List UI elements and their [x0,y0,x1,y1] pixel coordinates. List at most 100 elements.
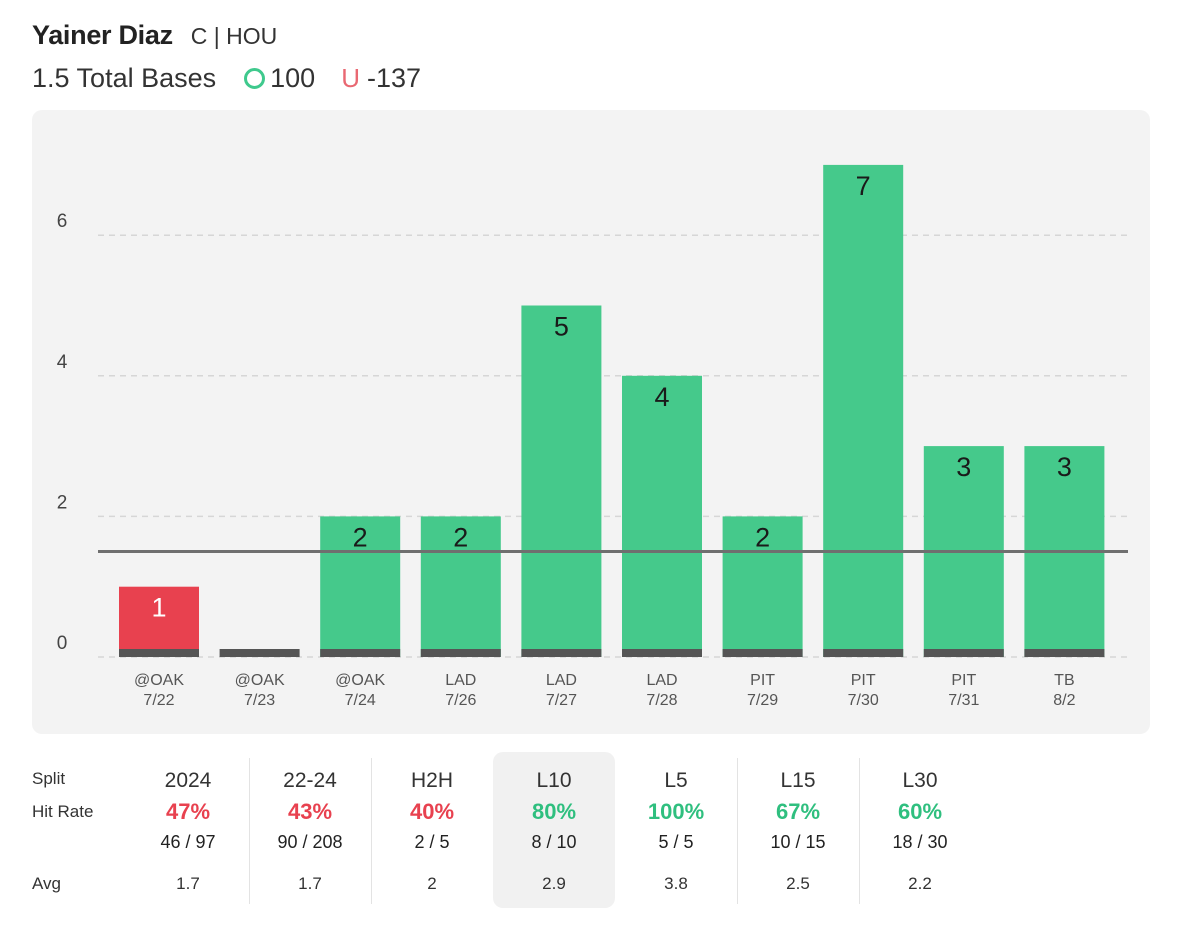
split-column-h2h[interactable]: H2H 40% 2 / 5 2 [371,752,493,908]
x-tick-date-3: 7/26 [445,692,476,709]
bar-7 [823,164,904,657]
split-name: L30 [902,769,938,792]
splits-table: Split Hit Rate Avg 2024 47% 46 / 97 1.7 22-2… [0,752,1184,912]
split-avg-value: 2.2 [908,874,932,893]
game-log-chart: 0 2 4 6 1 @OAK 7/22 @OAK 7/23 2 @OAK 7/24 2 LAD 7/26 5 L… [32,110,1150,734]
split-divider [737,758,738,904]
over-odds[interactable]: 100 [270,63,316,93]
split-hit-count: 5 / 5 [658,832,694,852]
bar-base-6 [722,649,803,657]
split-hit-rate: 100% [647,799,705,824]
x-tick-date-6: 7/29 [747,692,778,709]
split-avg-value: 1.7 [176,874,200,893]
split-divider [859,758,860,904]
bar-4 [521,305,602,657]
x-tick-opponent-4: LAD [546,672,577,689]
x-tick-date-9: 8/2 [1053,692,1075,709]
split-hit-rate: 67% [775,799,821,824]
bar-6 [722,516,803,657]
bar-chart-svg: 0 2 4 6 1 @OAK 7/22 @OAK 7/23 2 @OAK 7/24 2 LAD 7/26 5 L… [57,164,1128,709]
split-hit-count: 8 / 10 [531,832,577,852]
split-hit-rate: 43% [287,799,333,824]
bar-base-4 [521,649,602,657]
x-tick-opponent-8: PIT [951,672,976,689]
split-avg-value: 3.8 [664,874,688,893]
bar-value-label-3: 2 [453,522,468,552]
bar-0 [119,586,199,657]
split-avg-value: 2.9 [542,874,566,893]
bar-base-7 [823,649,904,657]
x-tick-opponent-7: PIT [851,672,876,689]
hit-rate-row-label: Hit Rate [32,802,94,821]
split-name: 2024 [164,769,212,792]
split-name: L5 [664,769,688,792]
x-tick-date-7: 7/30 [848,692,879,709]
split-divider [249,758,250,904]
x-tick-date-4: 7/27 [546,692,577,709]
split-hit-rate: 47% [165,799,211,824]
split-column-l10[interactable]: L10 80% 8 / 10 2.9 [493,752,615,908]
bar-base-3 [420,649,501,657]
bar-base-5 [622,649,702,657]
split-hit-count: 90 / 208 [277,832,343,852]
split-name: L10 [536,769,572,792]
split-hit-rate: 40% [409,799,455,824]
y-tick-label-6: 6 [57,211,68,232]
bar-base-8 [923,649,1004,657]
x-tick-date-5: 7/28 [646,692,677,709]
split-hit-count: 46 / 97 [160,832,216,852]
player-name: Yainer Diaz [32,20,173,50]
split-name: 22-24 [283,769,337,792]
bar-value-label-7: 7 [856,171,871,201]
split-hit-count: 2 / 5 [414,832,450,852]
y-tick-label-2: 2 [57,492,68,513]
bar-base-0 [119,649,199,657]
split-column-22-24[interactable]: 22-24 43% 90 / 208 1.7 [249,752,371,908]
bar-5 [622,375,702,657]
split-name: L15 [780,769,816,792]
split-hit-rate: 60% [897,799,943,824]
player-header: Yainer Diaz C | HOU 1.5 Total Bases 100 … [32,20,421,94]
bar-value-label-5: 4 [654,382,669,412]
y-tick-label-4: 4 [57,352,68,373]
x-tick-opponent-2: @OAK [335,672,385,689]
split-column-2024[interactable]: 2024 47% 46 / 97 1.7 [127,752,249,908]
player-position-team: C | HOU [190,23,278,49]
bar-value-label-0: 1 [151,593,166,623]
bar-3 [420,516,501,657]
x-tick-date-8: 7/31 [948,692,979,709]
prop-line-label: 1.5 Total Bases [32,63,217,93]
bar-2 [320,516,401,657]
split-name: H2H [410,769,453,792]
bar-base-1 [219,649,300,657]
split-avg-value: 2.5 [786,874,810,893]
avg-row-label: Avg [32,874,61,893]
split-row-label: Split [32,769,66,788]
bar-base-9 [1024,649,1105,657]
over-circle-icon [244,68,266,89]
split-avg-value: 2 [427,874,437,893]
y-tick-label-0: 0 [57,633,68,654]
bar-value-label-2: 2 [353,522,368,552]
prop-line-row: 1.5 Total Bases 100 U -137 [32,63,421,94]
split-column-l5[interactable]: L5 100% 5 / 5 3.8 [615,752,737,908]
x-tick-opponent-0: @OAK [134,672,184,689]
split-column-l30[interactable]: L30 60% 18 / 30 2.2 [859,752,981,908]
x-tick-date-0: 7/22 [143,692,174,709]
split-avg-value: 1.7 [298,874,322,893]
split-hit-count: 18 / 30 [892,832,948,852]
under-odds[interactable]: -137 [366,63,422,93]
split-divider [371,758,372,904]
bar-value-label-8: 3 [956,452,971,482]
x-tick-date-2: 7/24 [345,692,376,709]
bar-base-2 [320,649,401,657]
x-tick-opponent-3: LAD [445,672,476,689]
split-column-l15[interactable]: L15 67% 10 / 15 2.5 [737,752,859,908]
under-u-icon: U [341,63,360,93]
bar-value-label-4: 5 [554,312,569,342]
bar-value-label-9: 3 [1057,452,1072,482]
x-tick-date-1: 7/23 [244,692,275,709]
bar-value-label-6: 2 [755,522,770,552]
x-tick-opponent-5: LAD [646,672,677,689]
x-tick-opponent-1: @OAK [235,672,285,689]
